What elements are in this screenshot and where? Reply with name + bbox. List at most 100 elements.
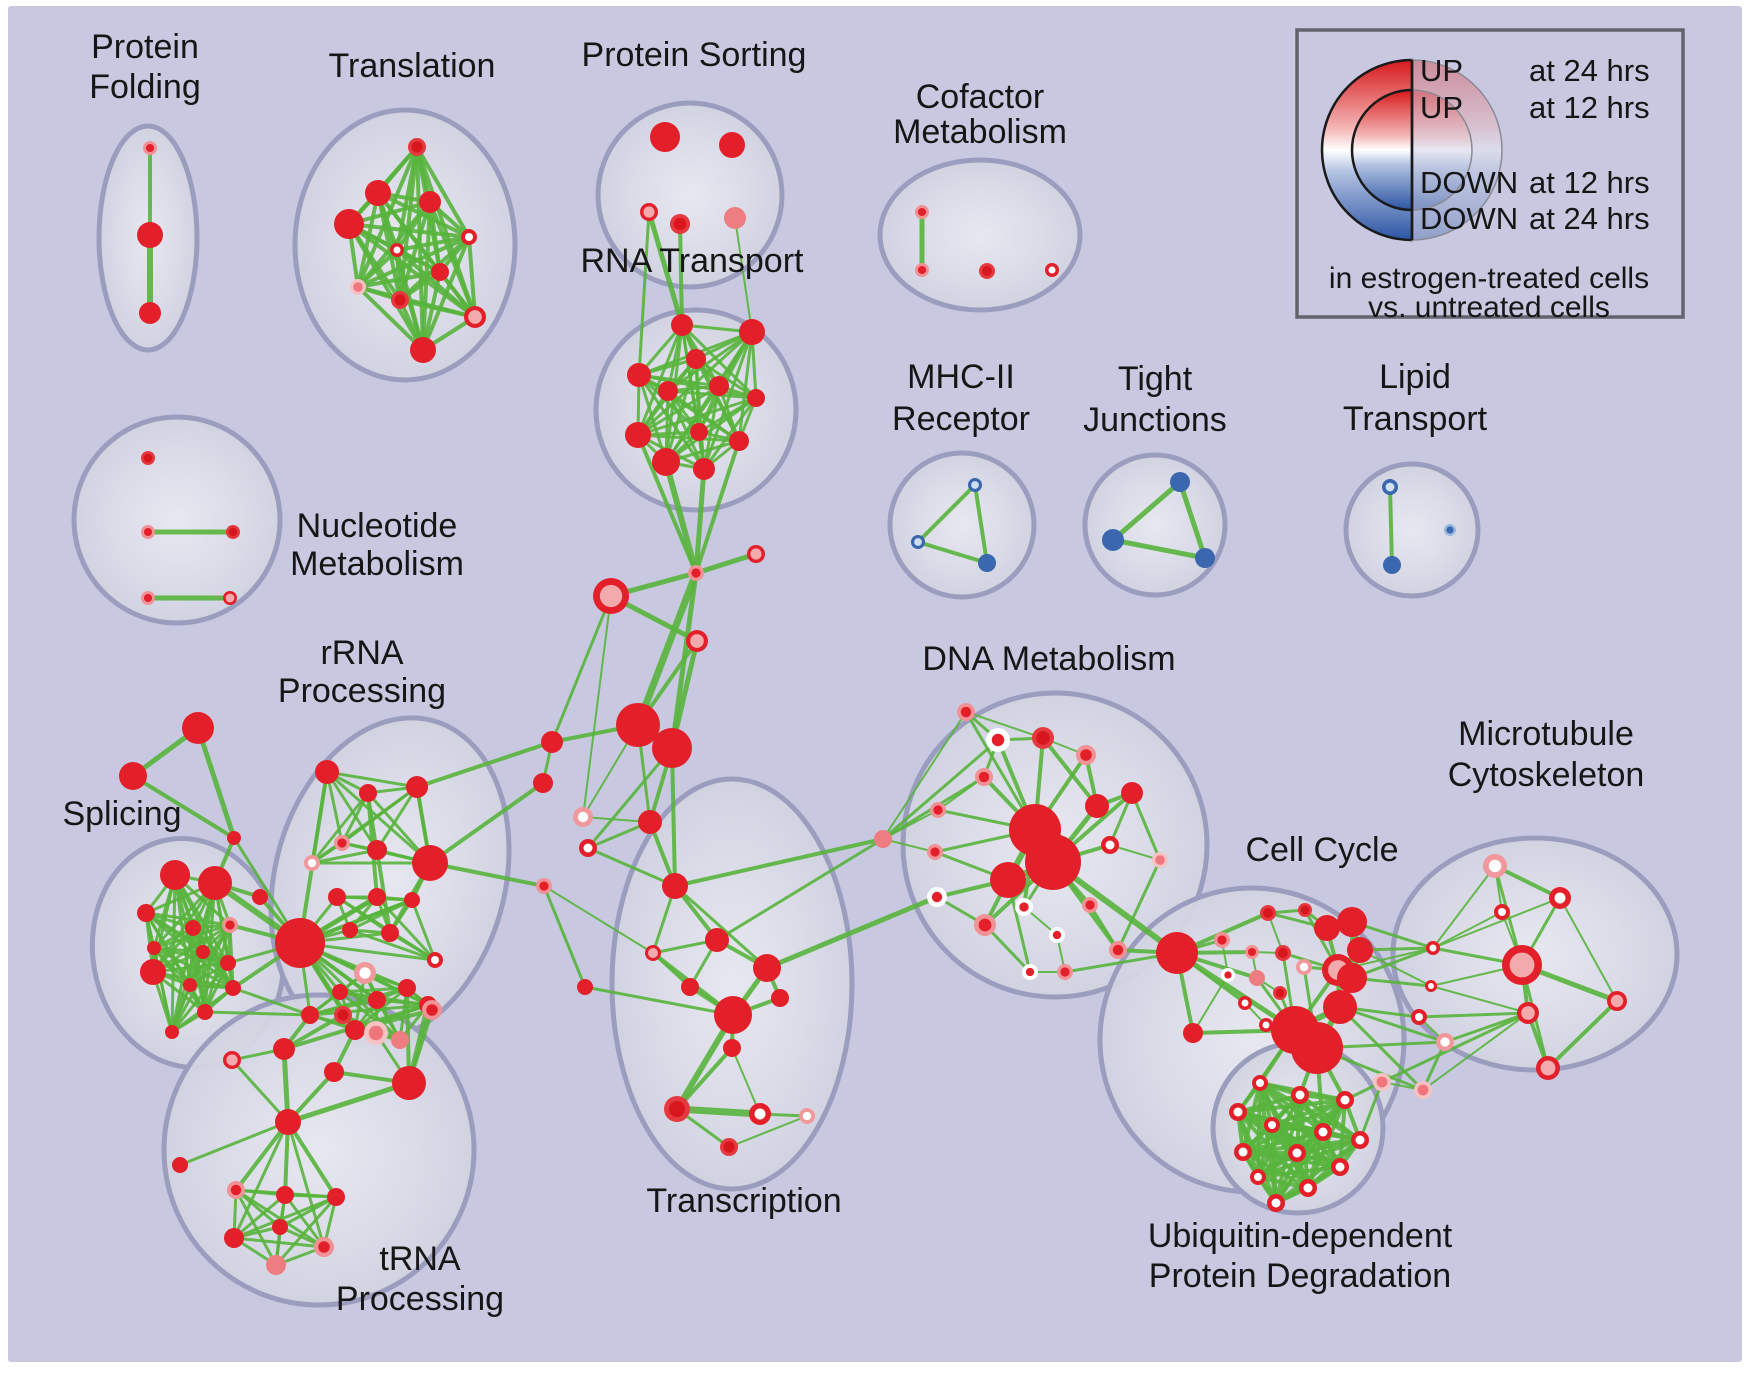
cluster-label-protein-sorting: Protein Sorting [582,36,807,74]
network-node [662,873,688,899]
network-node [404,892,420,908]
node-core [225,593,235,603]
network-edge [232,1193,287,1240]
network-node [1444,524,1456,536]
node-core [468,310,482,324]
network-node [1022,964,1038,980]
network-edge [376,191,471,239]
network-edge [375,785,419,852]
node-ring [1195,548,1215,568]
network-edge [636,433,741,443]
node-ring [1314,915,1340,941]
network-edge [636,384,721,437]
network-edge [1256,1165,1342,1179]
network-edge [582,595,612,818]
network-node [975,768,993,786]
network-edge [663,459,699,576]
node-ring [662,873,688,899]
node-ring [638,810,662,834]
node-core [583,843,593,853]
network-edge [1422,1012,1529,1091]
node-ring [252,889,268,905]
network-edge [646,209,685,328]
network-edge [731,1047,761,1115]
network-node [671,314,693,336]
network-edge [702,396,758,471]
node-ring [705,928,729,952]
network-node [183,978,197,992]
node-ring [723,1039,741,1057]
node-core [1554,892,1566,904]
network-node [392,1066,426,1100]
network-node [686,630,708,652]
network-node [990,862,1026,898]
node-core [914,538,922,546]
network-node [1502,945,1542,985]
network-edge [1110,537,1208,561]
network-node [1045,263,1059,277]
network-edge [234,1188,278,1267]
node-core [1238,1147,1248,1157]
node-core [917,265,927,275]
network-node [1221,968,1235,982]
node-core [426,1004,438,1016]
node-ring [137,904,155,922]
network-node [799,1108,815,1124]
network-node [1195,548,1215,568]
network-edge [764,894,940,971]
network-node [223,591,237,605]
network-edge [1546,999,1619,1070]
network-edge [693,466,707,576]
network-node [1536,1056,1560,1080]
node-ring [172,1157,188,1173]
node-core [690,634,704,648]
network-edge [1430,985,1529,1014]
node-core [143,593,153,603]
node-core [978,918,992,932]
network-edge [283,1193,326,1249]
node-ring [1183,1023,1203,1043]
network-node [275,918,325,968]
network-edge [1241,1150,1310,1190]
node-ring [410,337,436,363]
cluster-label-tight-junctions: Tight [1118,360,1193,398]
network-node [927,844,943,860]
node-ring [1323,990,1357,1024]
network-node [1291,1022,1343,1074]
node-ring [541,731,563,753]
network-edge [702,384,721,471]
network-node [368,888,386,906]
network-edge [634,569,700,729]
network-node [391,1031,409,1049]
network-edge [347,222,425,352]
network-edge [1443,1011,1530,1044]
network-node [729,431,749,451]
network-node [747,545,765,563]
network-edge [144,911,232,927]
node-core [359,967,371,979]
network-node [1296,959,1312,975]
node-ring [990,862,1026,898]
node-core [1300,905,1310,915]
network-edge [664,384,721,464]
node-core [1318,1127,1328,1137]
node-core [599,584,623,608]
cluster-ellipse-tight-junctions [1082,452,1228,598]
network-node [658,381,678,401]
network-edge [234,1120,290,1192]
network-node [139,302,161,324]
cluster-label-protein-folding: Folding [89,68,201,106]
network-node [427,952,443,968]
network-node [1264,1117,1280,1133]
network-edge [1236,1098,1347,1114]
network-edge [1192,974,1229,1034]
network-node [930,802,946,818]
network-edge [550,594,613,744]
node-core [1488,859,1502,873]
node-ring [771,989,789,1007]
network-node [753,954,781,982]
node-ring [165,1025,179,1039]
network-edge [1359,949,1432,987]
network-node [627,363,651,387]
